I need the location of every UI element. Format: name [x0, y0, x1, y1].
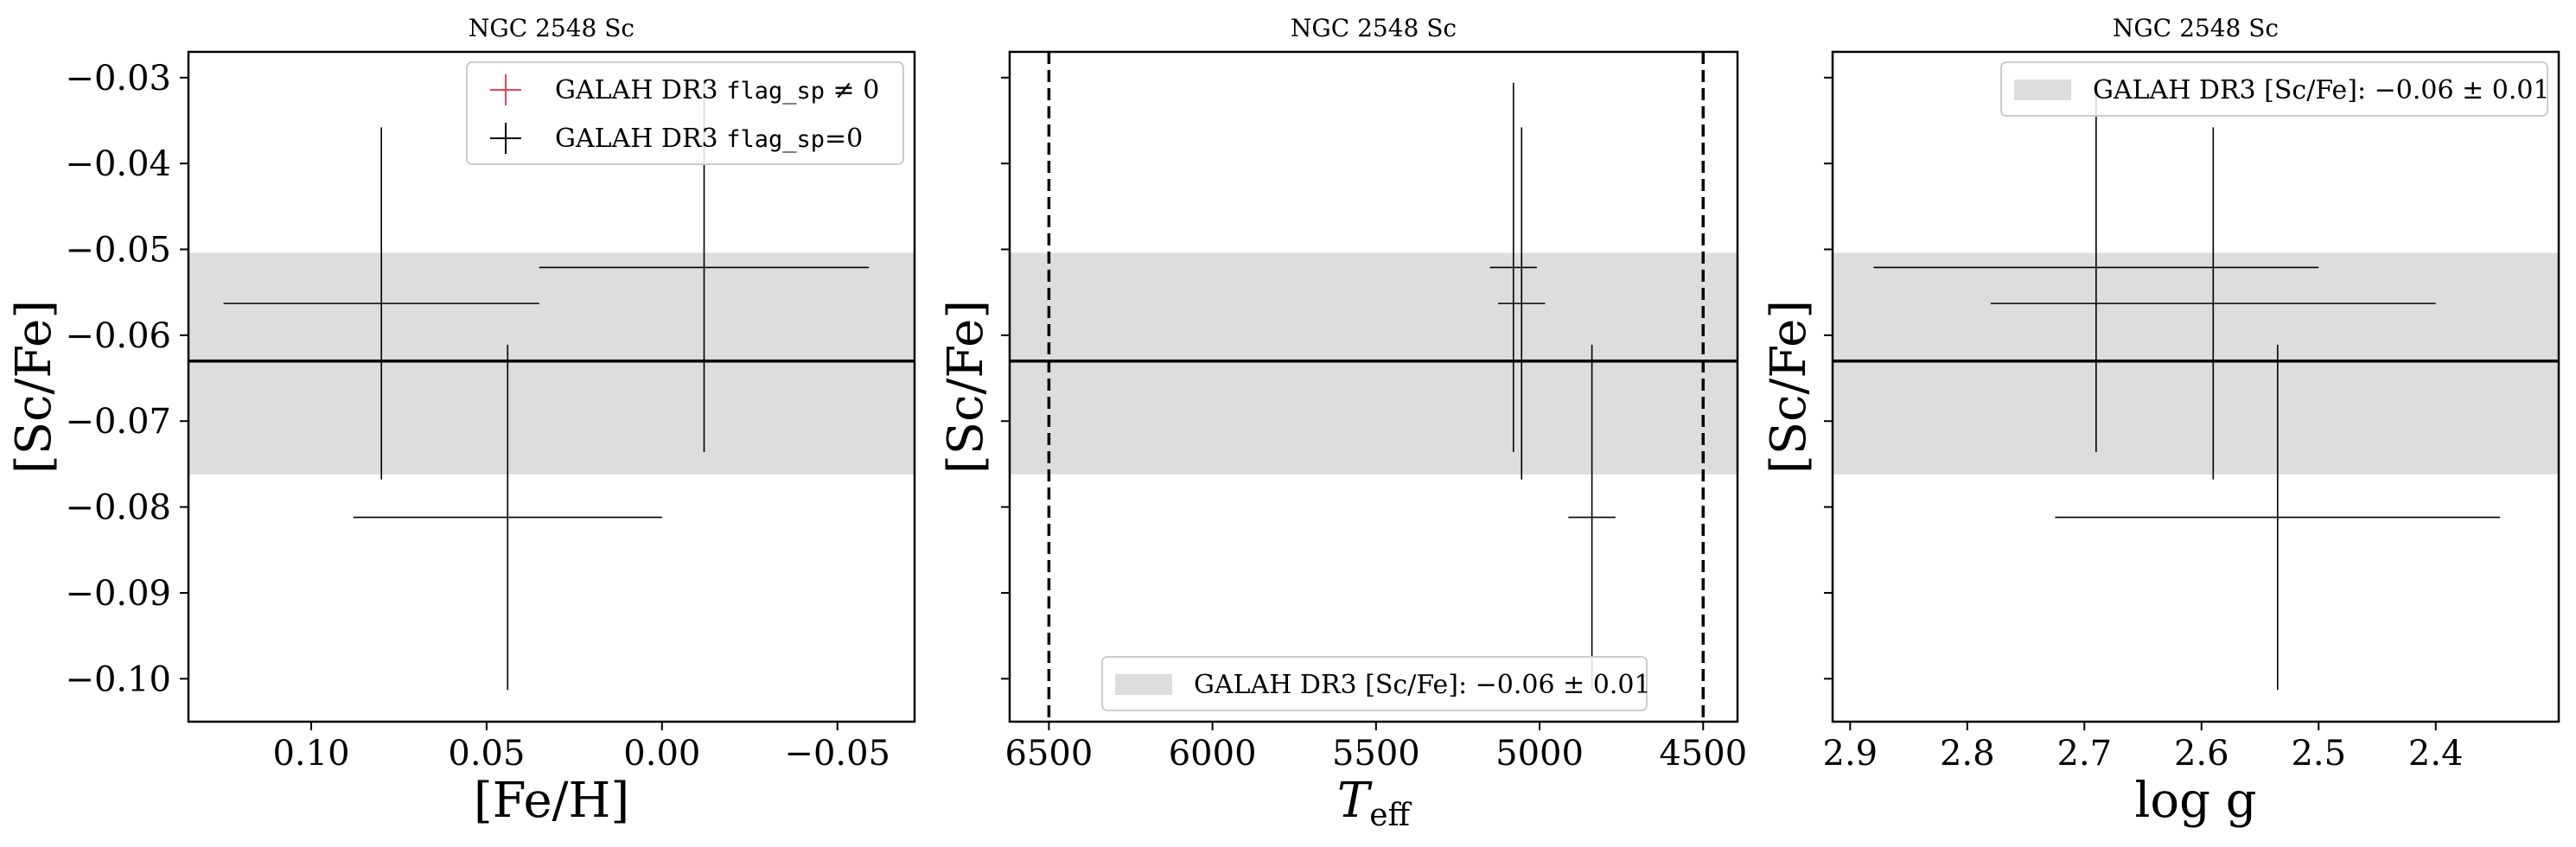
- axes-frame: [1008, 50, 1739, 723]
- y-tick-label: −0.10: [65, 659, 171, 699]
- x-axis-label: log g: [2134, 773, 2256, 829]
- data-point-1: [223, 127, 539, 480]
- legend-text-prefix: GALAH DR3: [555, 75, 726, 105]
- panel-title: NGC 2548 Sc: [469, 14, 634, 42]
- data-point-2: [1497, 127, 1546, 480]
- x-tick-label: 6000: [1169, 734, 1257, 774]
- x-axis-label-main: T: [1337, 773, 1373, 829]
- x-axis-label: [Fe/H]: [474, 773, 629, 829]
- y-tick-label: −0.08: [65, 488, 171, 528]
- plot-area: [1833, 82, 2559, 691]
- legend-text-code: flag_sp: [726, 78, 825, 105]
- legend-patch: [2014, 80, 2071, 100]
- x-tick-label: 0.05: [448, 734, 525, 774]
- galah-band: [1833, 252, 2559, 474]
- x-tick-label: 2.9: [1823, 734, 1878, 774]
- x-axis-label-subscript: eff: [1369, 798, 1412, 833]
- legend-box: [1101, 656, 1648, 711]
- legend-marker: [490, 74, 521, 105]
- x-tick-label: 2.7: [2056, 734, 2112, 774]
- y-tick-label: −0.09: [65, 574, 171, 614]
- legend-box: [2000, 61, 2548, 117]
- data-point-3: [1568, 344, 1616, 691]
- legend-text-suffix: ≠ 0: [825, 75, 879, 105]
- legend-text-code: flag_sp: [726, 126, 825, 153]
- y-axis-label: [Sc/Fe]: [1761, 300, 1817, 474]
- axes-frame: [187, 50, 916, 723]
- y-tick-label: −0.07: [65, 402, 171, 442]
- legend-entry-text: GALAH DR3 flag_sp=0: [555, 124, 863, 154]
- panel-title: NGC 2548 Sc: [2113, 14, 2279, 42]
- legend-marker: [490, 123, 521, 154]
- chart-panel-3: 2.9 2.8 2.7 2.6 2.5 2.4 NGC 2548 Sc log g [Sc/Fe…: [1761, 14, 2560, 829]
- data-point-2: [1990, 127, 2436, 480]
- x-tick-label: 2.6: [2174, 734, 2229, 774]
- data-point-3: [2055, 344, 2501, 691]
- x-tick-label: 5000: [1495, 734, 1584, 774]
- legend: GALAH DR3 [Sc/Fe]: −0.06 ± 0.01: [2000, 61, 2550, 117]
- legend-text-prefix: GALAH DR3 [Sc/Fe]: −0.06 ± 0.01: [2093, 75, 2550, 105]
- x-axis-label: Teff: [1337, 773, 1412, 833]
- x-tick-label: 6500: [1005, 734, 1094, 774]
- data-point-1: [1489, 82, 1538, 453]
- x-tick-label: 2.8: [1940, 734, 1995, 774]
- x-tick-label: 0.10: [272, 734, 349, 774]
- legend-text-suffix: =0: [825, 124, 863, 154]
- x-tick-label: 4500: [1659, 734, 1747, 774]
- y-tick-label: −0.05: [65, 231, 171, 271]
- x-tick-label: 2.4: [2408, 734, 2464, 774]
- y-tick-label: −0.04: [65, 144, 171, 184]
- data-point-2: [353, 344, 662, 691]
- galah-band: [1010, 252, 1738, 474]
- legend-entry-text: GALAH DR3 [Sc/Fe]: −0.06 ± 0.01: [1194, 670, 1651, 700]
- y-tick-label: −0.03: [65, 59, 171, 99]
- x-tick-label: 5500: [1332, 734, 1420, 774]
- panel-title: NGC 2548 Sc: [1291, 14, 1457, 42]
- x-tick-label: 0.00: [623, 734, 700, 774]
- legend-patch: [1115, 674, 1172, 695]
- y-axis-label: [Sc/Fe]: [938, 300, 994, 474]
- plot-area: [1010, 52, 1738, 722]
- x-tick-label: 2.5: [2291, 734, 2346, 774]
- axes-frame: [1831, 50, 2560, 723]
- y-axis-label: [Sc/Fe]: [6, 300, 62, 474]
- legend-text-prefix: GALAH DR3: [555, 124, 726, 154]
- legend-entry-text: GALAH DR3 flag_sp ≠ 0: [555, 75, 879, 105]
- x-tick-label: −0.05: [784, 734, 890, 774]
- plot-area: [188, 82, 915, 691]
- chart-panel-2: 6500 6000 5500 5000 4500 NGC 2548 Sc Teff [Sc/F…: [938, 14, 1747, 833]
- legend-box: [466, 61, 904, 165]
- legend-entry-text: GALAH DR3 [Sc/Fe]: −0.06 ± 0.01: [2093, 75, 2550, 105]
- data-point-1: [1873, 82, 2319, 453]
- chart-panel-1: 0.10 0.05 0.00 −0.05 −0.03 −0.04 −0.05 −0.06 −0.…: [6, 14, 916, 829]
- y-tick-label: −0.06: [65, 316, 171, 356]
- galah-band: [188, 252, 915, 474]
- legend: GALAH DR3 [Sc/Fe]: −0.06 ± 0.01: [1101, 656, 1651, 711]
- legend-text-prefix: GALAH DR3 [Sc/Fe]: −0.06 ± 0.01: [1194, 670, 1651, 700]
